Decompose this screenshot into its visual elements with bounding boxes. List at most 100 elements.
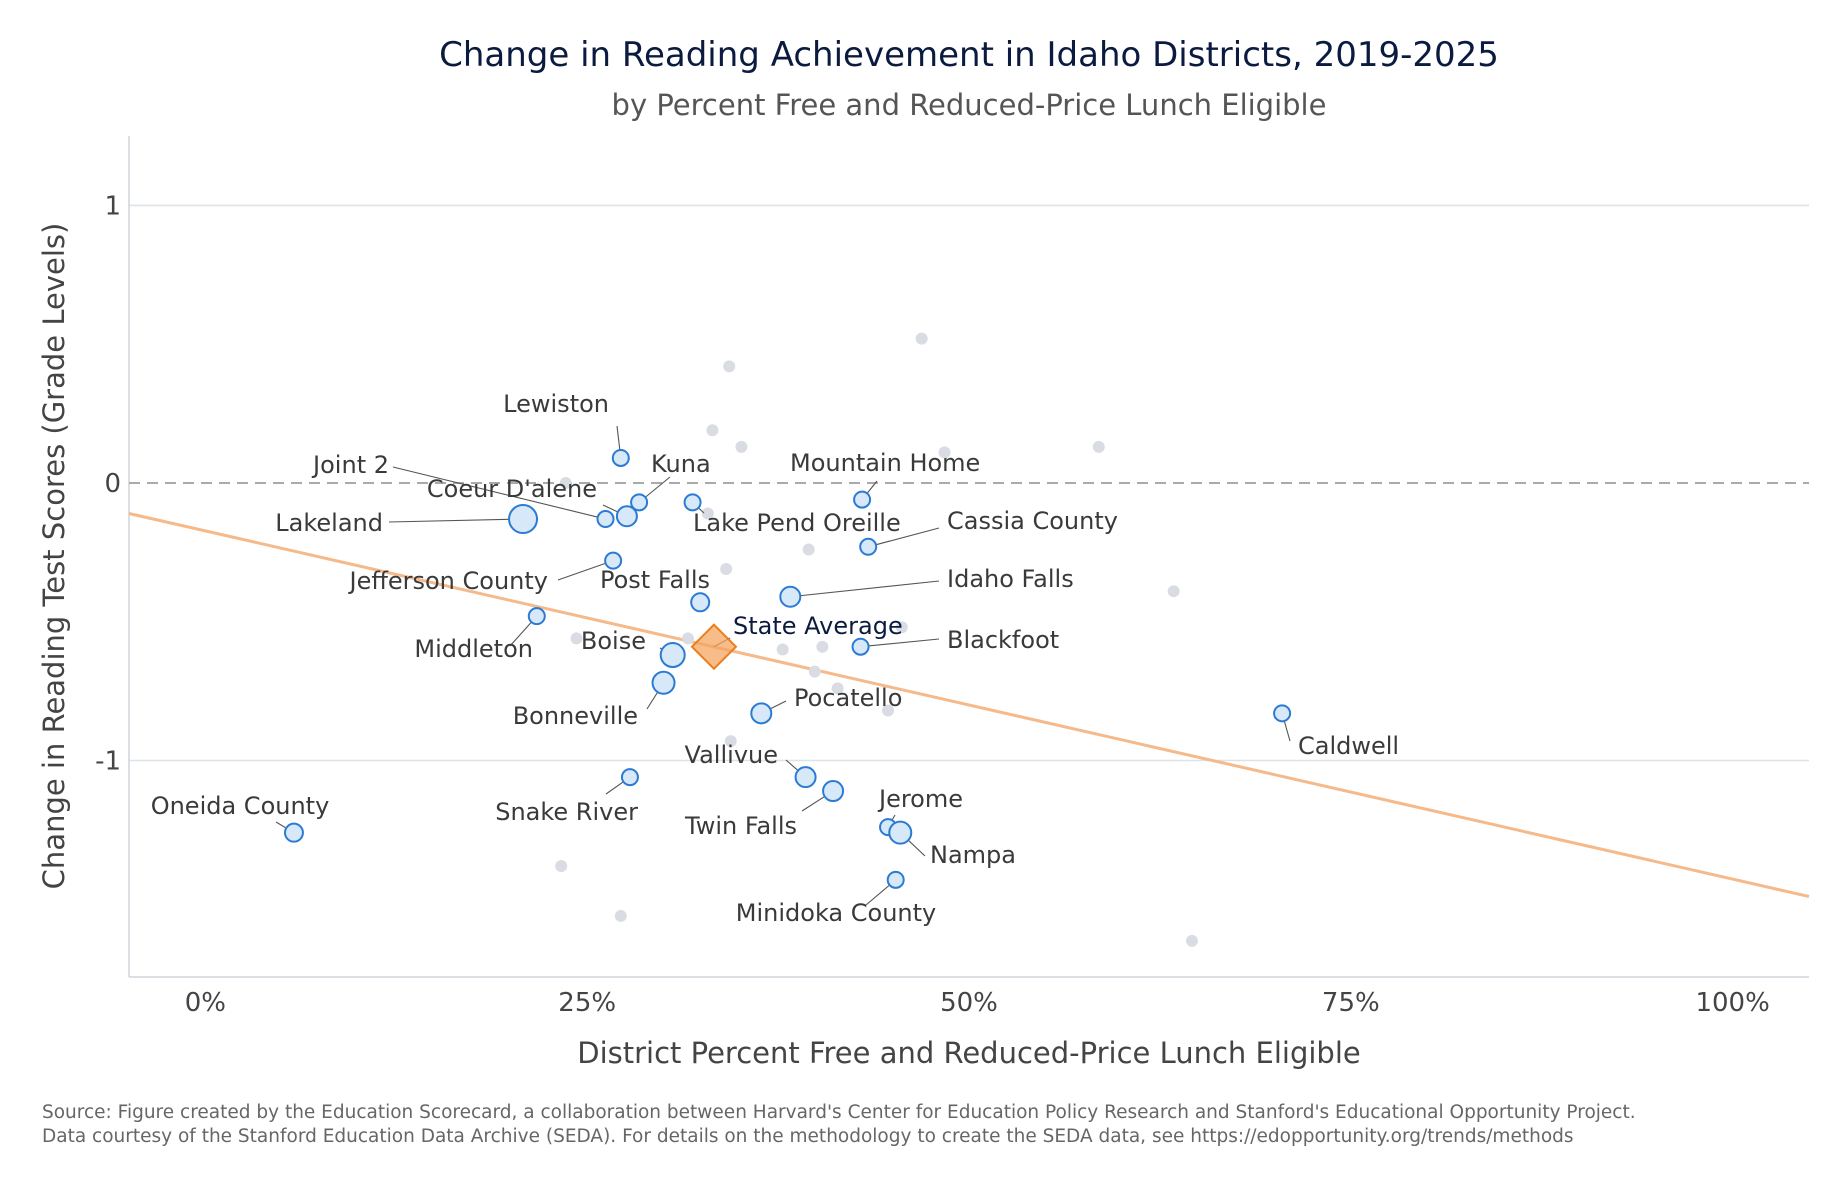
leader-line: [860, 638, 940, 648]
district-point-unlabeled: [701, 507, 714, 520]
district-point-unlabeled: [808, 665, 821, 678]
district-label: Coeur D'alene: [427, 475, 597, 503]
state-average-marker: [690, 623, 738, 671]
x-tick-label: 25%: [558, 988, 616, 1018]
district-point: [659, 642, 686, 669]
district-point-unlabeled: [1185, 934, 1198, 947]
leader-line: [388, 518, 524, 523]
district-point-unlabeled: [555, 859, 568, 872]
district-point: [851, 637, 870, 656]
district-label: Minidoka County: [736, 899, 936, 927]
district-point-unlabeled: [1092, 440, 1105, 453]
district-point-unlabeled: [816, 640, 829, 653]
district-point: [750, 702, 773, 725]
district-label: Post Falls: [600, 566, 710, 594]
x-tick-label: 50%: [940, 988, 998, 1018]
district-point: [604, 551, 623, 570]
district-label: Jefferson County: [347, 567, 548, 595]
district-point-unlabeled: [802, 543, 815, 556]
district-label: Boise: [581, 627, 646, 655]
y-tick-label: 0: [104, 469, 121, 499]
trend-line: [128, 512, 1810, 898]
district-point: [651, 670, 676, 695]
chart-title: Change in Reading Achievement in Idaho D…: [439, 35, 1499, 75]
district-point-unlabeled: [1167, 585, 1180, 598]
district-label: Lake Pend Oreille: [693, 509, 901, 537]
x-tick-label: 0%: [185, 988, 226, 1018]
district-point: [779, 585, 802, 608]
district-point: [1273, 704, 1292, 723]
leader-line: [868, 527, 940, 548]
y-tick-label: 1: [104, 191, 121, 221]
district-point-unlabeled: [895, 621, 908, 634]
district-label: Lakeland: [275, 509, 383, 537]
district-point: [611, 448, 630, 467]
gridlines: [129, 204, 1809, 762]
district-labels: Lewiston Joint 2 Lakeland Coeur D'alene Kuna…: [151, 390, 1399, 927]
district-point: [283, 822, 304, 843]
district-point-unlabeled: [938, 446, 951, 459]
district-label: Joint 2: [311, 451, 389, 479]
district-label: Caldwell: [1298, 732, 1399, 760]
district-point-unlabeled: [735, 440, 748, 453]
source-note: Source: Figure created by the Education …: [42, 1102, 1636, 1123]
x-axis-title: District Percent Free and Reduced-Price …: [577, 1036, 1361, 1070]
district-label: Vallivue: [685, 741, 778, 769]
district-point: [853, 490, 872, 509]
district-label: Jerome: [877, 785, 963, 813]
district-label: Middleton: [414, 635, 533, 663]
other-districts: [555, 332, 1198, 947]
district-point: [886, 870, 905, 889]
labeled-districts: [283, 448, 1292, 889]
district-label: Nampa: [930, 841, 1016, 869]
district-label: Bonneville: [513, 702, 638, 730]
district-point: [508, 504, 539, 535]
district-label: Blackfoot: [947, 626, 1059, 654]
district-point: [615, 505, 638, 528]
leader-line: [392, 466, 606, 520]
district-point-unlabeled: [724, 735, 737, 748]
district-point: [527, 607, 546, 626]
district-point: [683, 493, 702, 512]
district-point: [859, 537, 878, 556]
district-point-unlabeled: [776, 643, 789, 656]
district-label: Oneida County: [151, 792, 330, 820]
district-point-unlabeled: [614, 909, 627, 922]
district-point-unlabeled: [681, 632, 694, 645]
trend-line-path: [128, 512, 1810, 898]
district-point-unlabeled: [706, 424, 719, 437]
district-point-unlabeled: [570, 632, 583, 645]
district-label: Mountain Home: [790, 449, 980, 477]
district-point-unlabeled: [915, 332, 928, 345]
x-tick-label: 75%: [1322, 988, 1380, 1018]
district-point-unlabeled: [559, 476, 572, 489]
district-point: [620, 768, 639, 787]
district-label: Lewiston: [503, 390, 609, 418]
district-label: Pocatello: [794, 684, 902, 712]
axis-ticks: 1 0 -1 0% 25% 50% 75% 100%: [95, 191, 1770, 1018]
leader-line: [790, 580, 940, 598]
district-label: Cassia County: [947, 507, 1118, 535]
district-label: Twin Falls: [684, 812, 797, 840]
data-note: Data courtesy of the Stanford Education …: [42, 1126, 1574, 1147]
district-point: [794, 766, 817, 789]
x-tick-label: 100%: [1695, 988, 1769, 1018]
district-point: [596, 510, 615, 529]
y-tick-label: -1: [95, 747, 121, 777]
y-axis-title: Change in Reading Test Scores (Grade Lev…: [37, 223, 71, 890]
state-average-label: State Average: [733, 612, 903, 640]
district-point: [822, 780, 845, 803]
district-label: Kuna: [651, 450, 711, 478]
district-point: [690, 592, 711, 613]
district-label: Idaho Falls: [947, 565, 1074, 593]
district-point-unlabeled: [882, 704, 895, 717]
district-point-unlabeled: [720, 562, 733, 575]
district-label: Snake River: [495, 798, 638, 826]
district-point: [888, 820, 913, 845]
leader-line: [557, 560, 614, 581]
district-point-unlabeled: [831, 682, 844, 695]
chart-subtitle: by Percent Free and Reduced-Price Lunch …: [612, 88, 1327, 122]
district-point-unlabeled: [723, 360, 736, 373]
district-point: [630, 493, 649, 512]
